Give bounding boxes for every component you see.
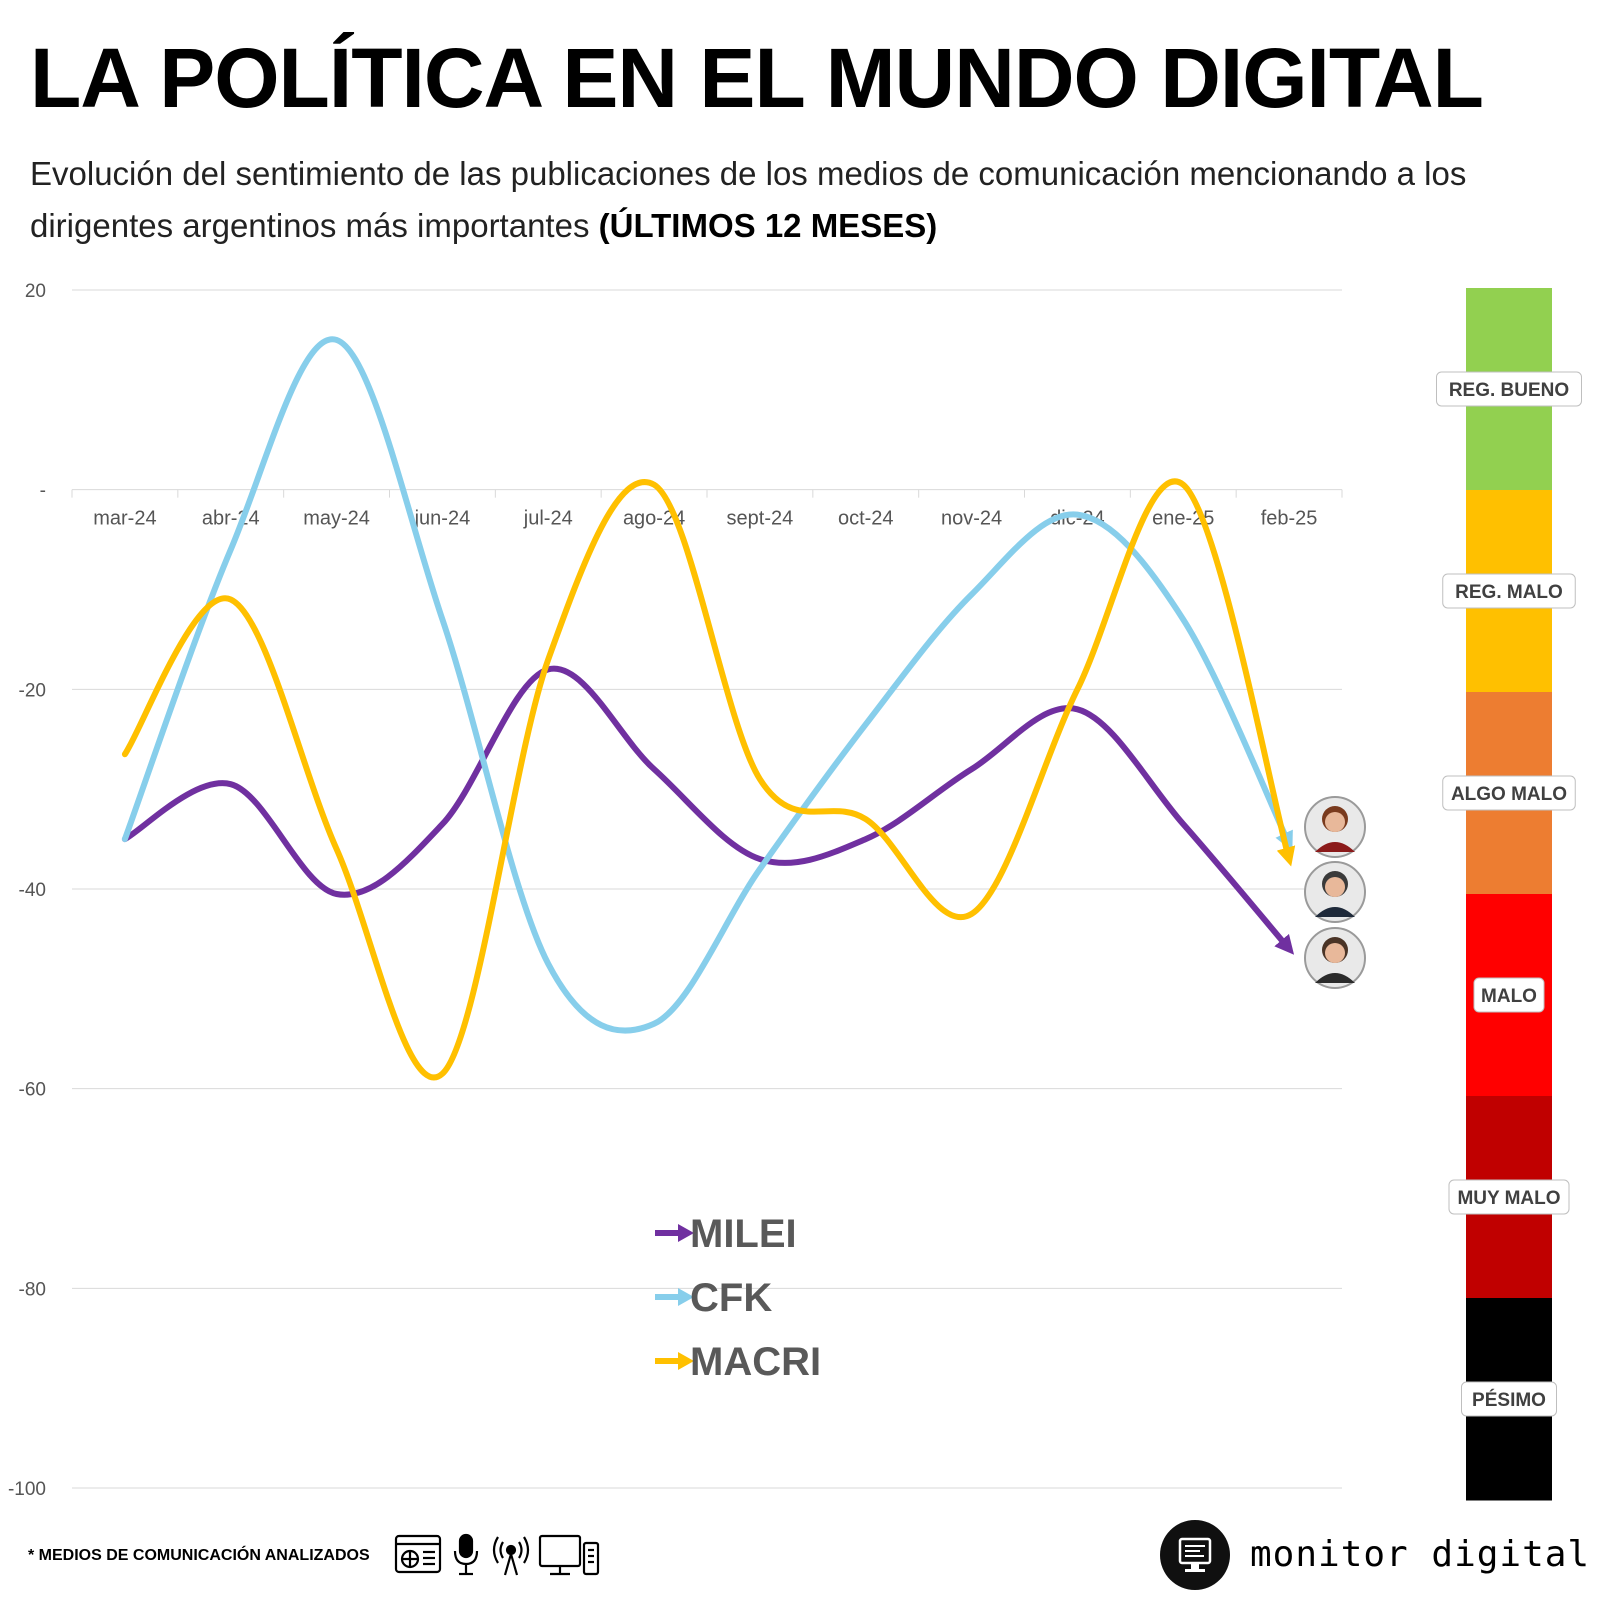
- legend-label: CFK: [690, 1276, 772, 1320]
- data-point-cfk: [652, 1021, 657, 1026]
- legend-label: MACRI: [690, 1340, 821, 1384]
- data-point-macri: [1075, 687, 1080, 692]
- sentiment-scale: REG. BUENO REG. MALO ALGO MALO MALO MUY MALO…: [1436, 288, 1582, 1501]
- y-tick-label: -80: [19, 1279, 46, 1300]
- data-point-macri: [1287, 857, 1292, 862]
- scale-label: MUY MALO: [1457, 1188, 1560, 1209]
- data-point-macri: [440, 1071, 445, 1076]
- legend-arrow: [678, 1224, 694, 1242]
- data-point-macri: [334, 847, 339, 852]
- data-point-milei: [969, 767, 974, 772]
- brand-logo: [1160, 1520, 1230, 1590]
- series-line-milei: [121, 665, 1295, 955]
- legend-arrow: [678, 1288, 694, 1306]
- avatar-macri: [1304, 861, 1366, 923]
- series-line-macri: [121, 478, 1296, 1081]
- scale-label-box: [1442, 775, 1576, 811]
- data-point-cfk: [1075, 512, 1080, 517]
- x-tick-label: nov-24: [941, 508, 1002, 530]
- web-news-icon: [394, 1534, 442, 1574]
- scale-label-box: [1461, 1381, 1557, 1417]
- data-point-milei: [440, 822, 445, 827]
- sentiment-line-chart: 20 - -20 -40 -60 -80 -100 mar-24 abr-24 may-24 ju…: [8, 281, 1582, 1501]
- data-point-milei: [334, 891, 339, 896]
- x-tick-label: oct-24: [838, 508, 894, 530]
- x-tick-label: ago-24: [623, 508, 685, 530]
- tv-monitor-icon: [538, 1534, 600, 1576]
- brand-name: monitor digital: [1250, 1534, 1591, 1575]
- data-point-cfk: [863, 722, 868, 727]
- data-point-cfk: [1181, 617, 1186, 622]
- legend-arrow: [678, 1352, 694, 1370]
- scale-label: REG. MALO: [1455, 582, 1563, 603]
- legend-item-cfk: CFK: [655, 1276, 772, 1320]
- y-tick-label: -100: [8, 1479, 46, 1500]
- data-point-macri: [969, 911, 974, 916]
- data-point-cfk: [334, 337, 339, 342]
- data-point-cfk: [546, 961, 551, 966]
- data-point-macri: [757, 777, 762, 782]
- scale-label: MALO: [1481, 986, 1537, 1007]
- computer-monitor-icon: [1178, 1537, 1212, 1572]
- series-lines: [121, 336, 1296, 1081]
- x-tick-label: jun-24: [414, 508, 471, 530]
- page-subtitle: Evolución del sentimiento de las publica…: [30, 148, 1570, 252]
- data-point-macri: [652, 482, 657, 487]
- x-tick-label: feb-25: [1261, 508, 1318, 530]
- x-tick-label: jul-24: [523, 508, 573, 530]
- data-point-macri: [863, 817, 868, 822]
- legend: MILEI CFK MACRI: [655, 1212, 821, 1384]
- data-point-cfk: [440, 617, 445, 622]
- data-point-milei: [757, 857, 762, 862]
- data-point-milei: [1181, 822, 1186, 827]
- y-tick-label: -: [40, 481, 46, 502]
- broadcast-antenna-icon: [492, 1536, 530, 1576]
- data-point-macri: [122, 752, 127, 757]
- scale-label-box: [1448, 1179, 1570, 1215]
- microphone-icon: [453, 1533, 479, 1576]
- x-tick-label: may-24: [303, 508, 370, 530]
- x-tick-label: sept-24: [727, 508, 794, 530]
- y-tick-label: -40: [19, 880, 46, 901]
- avatar-milei: [1304, 927, 1366, 989]
- legend-item-milei: MILEI: [655, 1212, 797, 1256]
- data-point-milei: [1287, 946, 1292, 951]
- y-tick-label: 20: [25, 281, 46, 302]
- y-tick-label: -60: [19, 1080, 46, 1101]
- legend-item-macri: MACRI: [655, 1340, 821, 1384]
- footer-note: * MEDIOS DE COMUNICACIÓN ANALIZADOS: [28, 1547, 370, 1564]
- scale-label-box: [1436, 371, 1582, 407]
- series-line-cfk: [121, 336, 1293, 1034]
- x-axis-ticks: mar-24 abr-24 may-24 jun-24 jul-24 ago-24 sept…: [71, 489, 1343, 530]
- data-point-macri: [228, 597, 233, 602]
- data-point-cfk: [969, 592, 974, 597]
- scale-label: REG. BUENO: [1449, 380, 1569, 401]
- avatar-cfk: [1304, 796, 1366, 858]
- data-point-macri: [546, 657, 551, 662]
- data-point-milei: [228, 782, 233, 787]
- data-point-cfk: [122, 837, 127, 842]
- scale-label: PÉSIMO: [1472, 1389, 1546, 1411]
- subtitle-text: Evolución del sentimiento de las publica…: [30, 155, 1467, 244]
- legend-label: MILEI: [690, 1212, 797, 1256]
- brand: monitor digital: [1160, 1520, 1590, 1590]
- scale-label-box: [1473, 977, 1545, 1013]
- data-point-milei: [1075, 707, 1080, 712]
- data-point-cfk: [757, 867, 762, 872]
- page-title: LA POLÍTICA EN EL MUNDO DIGITAL: [30, 31, 1484, 125]
- y-tick-label: -20: [19, 680, 46, 701]
- y-axis-ticks: 20 - -20 -40 -60 -80 -100: [8, 281, 46, 1500]
- data-point-macri: [1181, 482, 1186, 487]
- media-icons: [394, 1533, 600, 1576]
- data-point-milei: [863, 837, 868, 842]
- x-tick-label: abr-24: [202, 508, 260, 530]
- scale-label-box: [1442, 573, 1576, 609]
- avatars: [1304, 796, 1366, 989]
- x-tick-label: mar-24: [93, 508, 156, 530]
- data-point-cfk: [228, 547, 233, 552]
- data-point-milei: [652, 767, 657, 772]
- subtitle-period: (ÚLTIMOS 12 MESES): [598, 207, 938, 244]
- scale-label: ALGO MALO: [1451, 784, 1567, 805]
